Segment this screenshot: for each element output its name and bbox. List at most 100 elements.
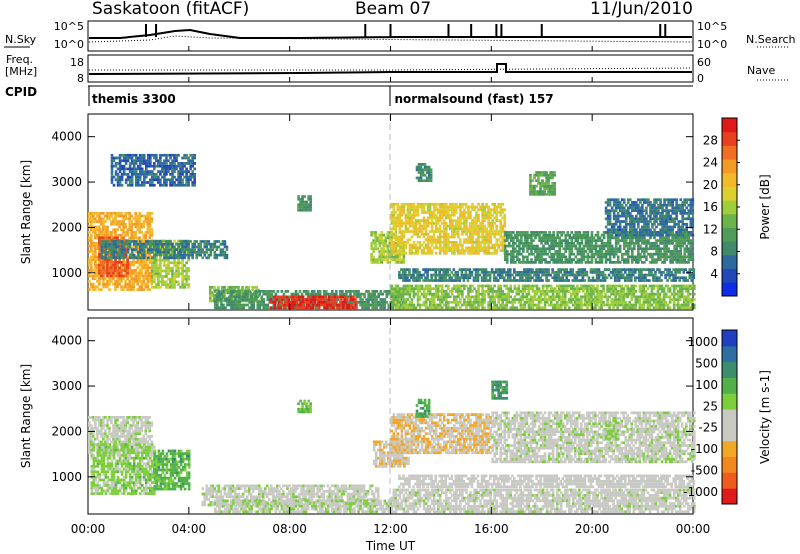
data-cell bbox=[181, 256, 184, 260]
data-cell bbox=[521, 303, 525, 307]
data-cell bbox=[304, 292, 308, 296]
data-cell bbox=[262, 290, 266, 293]
data-cell bbox=[530, 261, 533, 264]
data-cell bbox=[181, 240, 184, 243]
data-cell bbox=[392, 300, 396, 304]
data-cell bbox=[453, 202, 456, 206]
data-cell bbox=[138, 214, 142, 218]
data-cell bbox=[309, 200, 312, 204]
data-cell bbox=[94, 250, 97, 253]
data-cell bbox=[394, 216, 398, 220]
data-cell bbox=[479, 235, 482, 239]
data-cell bbox=[509, 306, 513, 310]
data-cell bbox=[591, 276, 595, 280]
data-cell bbox=[499, 290, 503, 293]
data-cell bbox=[544, 236, 547, 240]
data-cell bbox=[351, 290, 354, 293]
data-cell bbox=[479, 292, 482, 296]
data-cell bbox=[167, 251, 170, 254]
data-cell bbox=[189, 253, 192, 257]
data-cell bbox=[459, 284, 462, 288]
data-cell bbox=[426, 224, 430, 228]
data-cell bbox=[165, 256, 168, 260]
data-cell bbox=[563, 306, 567, 310]
data-cell bbox=[482, 273, 486, 277]
data-cell bbox=[613, 276, 617, 280]
data-cell bbox=[400, 306, 404, 310]
data-cell bbox=[493, 284, 496, 288]
data-cell bbox=[547, 303, 551, 307]
data-cell bbox=[381, 303, 385, 307]
data-cell bbox=[453, 211, 456, 214]
data-cell bbox=[469, 295, 472, 299]
data-cell bbox=[398, 255, 402, 259]
data-cell bbox=[370, 252, 373, 256]
data-cell bbox=[499, 219, 503, 222]
data-cell bbox=[369, 292, 372, 296]
data-cell bbox=[434, 216, 438, 220]
data-cell bbox=[400, 303, 404, 307]
data-cell bbox=[426, 306, 430, 310]
data-cell bbox=[480, 268, 484, 271]
data-cell bbox=[583, 270, 587, 274]
data-cell bbox=[457, 232, 460, 236]
data-cell bbox=[531, 306, 535, 310]
data-cell bbox=[432, 208, 436, 212]
data-cell bbox=[374, 233, 377, 237]
data-cell bbox=[475, 241, 478, 244]
data-cell bbox=[322, 290, 326, 293]
data-cell bbox=[658, 284, 662, 288]
data-cell bbox=[124, 263, 127, 267]
data-cell bbox=[98, 274, 101, 278]
data-cell bbox=[430, 219, 434, 222]
data-cell bbox=[262, 300, 266, 304]
data-cell bbox=[120, 251, 124, 254]
data-cell bbox=[390, 219, 394, 222]
data-cell bbox=[124, 269, 127, 272]
data-cell bbox=[457, 227, 460, 231]
data-cell bbox=[505, 303, 509, 307]
data-cell bbox=[155, 248, 158, 252]
data-cell bbox=[448, 208, 452, 212]
data-cell bbox=[88, 214, 91, 218]
data-cell bbox=[686, 300, 690, 304]
data-cell bbox=[664, 268, 667, 271]
data-cell bbox=[634, 290, 638, 293]
data-cell bbox=[396, 219, 400, 222]
data-cell bbox=[576, 290, 579, 293]
data-cell bbox=[473, 224, 476, 228]
data-cell bbox=[108, 236, 111, 240]
nsearch-label: N.Search bbox=[746, 33, 796, 46]
data-cell bbox=[538, 236, 541, 240]
data-cell bbox=[501, 243, 505, 247]
data-cell bbox=[475, 211, 478, 214]
data-cell bbox=[94, 220, 97, 223]
data-cell bbox=[332, 306, 335, 310]
data-cell bbox=[373, 306, 376, 310]
data-cell bbox=[467, 238, 470, 242]
data-cell bbox=[398, 238, 402, 242]
data-cell bbox=[483, 208, 486, 212]
data-cell bbox=[503, 252, 507, 256]
data-cell bbox=[493, 303, 496, 307]
data-cell bbox=[420, 227, 424, 231]
data-cell bbox=[461, 246, 464, 250]
data-cell bbox=[551, 303, 555, 307]
data-cell bbox=[513, 295, 517, 299]
data-cell bbox=[412, 246, 416, 250]
data-cell bbox=[548, 250, 551, 253]
data-cell bbox=[630, 298, 634, 301]
data-cell bbox=[453, 298, 456, 301]
data-cell bbox=[303, 298, 307, 301]
data-cell bbox=[424, 238, 428, 242]
data-cell bbox=[223, 242, 227, 246]
data-cell bbox=[165, 253, 168, 257]
data-cell bbox=[529, 306, 533, 310]
data-cell bbox=[622, 303, 626, 307]
data-cell bbox=[169, 256, 172, 260]
data-cell bbox=[430, 273, 433, 277]
data-cell bbox=[539, 276, 542, 280]
data-cell bbox=[538, 255, 541, 259]
data-cell bbox=[374, 231, 377, 234]
data-cell bbox=[456, 273, 460, 277]
